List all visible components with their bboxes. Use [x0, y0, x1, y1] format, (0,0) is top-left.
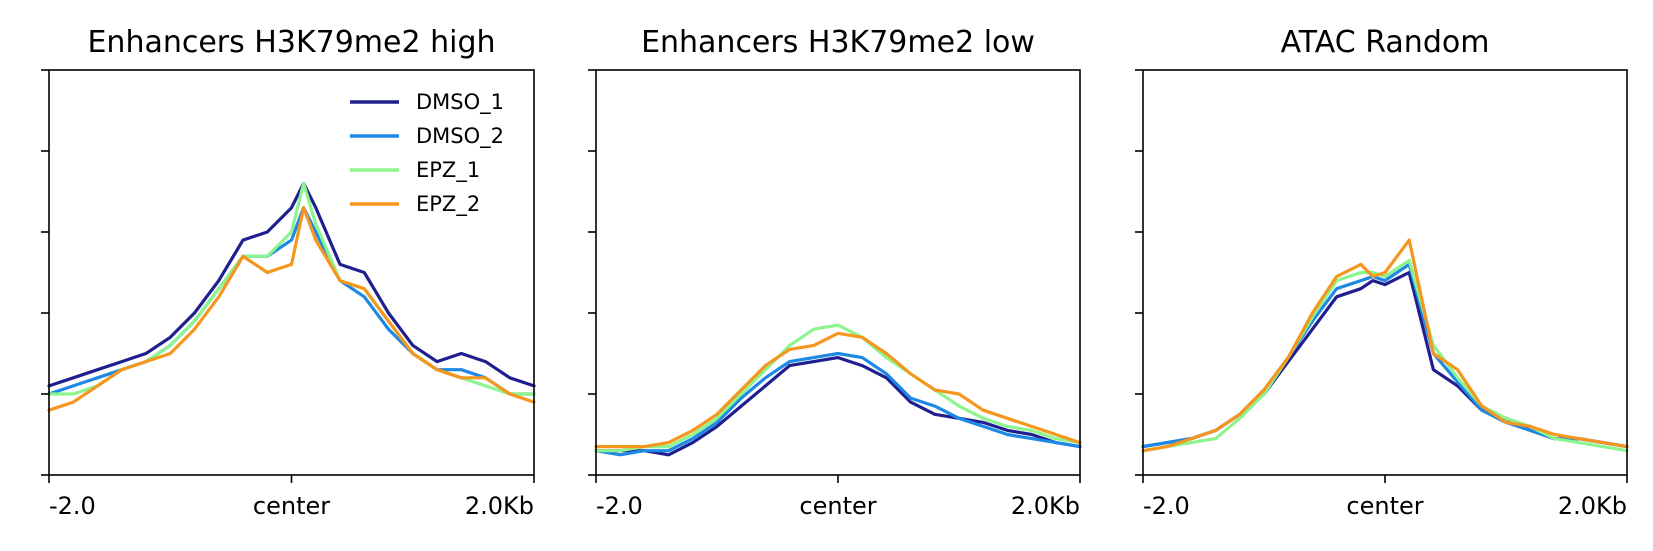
- x-tick-label: 2.0Kb: [465, 492, 534, 520]
- series-line-dmso-2: [1141, 262, 1629, 449]
- series-line-epz-1: [594, 323, 1082, 453]
- series-line-dmso-1: [1141, 270, 1629, 449]
- series-line-dmso-1: [594, 356, 1082, 457]
- chart-panel-2: Enhancers H3K79me2 low -2.0 center 2.0Kb: [588, 25, 1082, 520]
- x-tick-label: center: [253, 492, 330, 520]
- chart-panel-3: ATAC Random -2.0 center 2.0Kb: [1135, 25, 1629, 520]
- series-line-epz-1: [1141, 258, 1629, 453]
- chart-title: ATAC Random: [1281, 25, 1490, 60]
- plot-frame: [595, 69, 1081, 476]
- legend-label: EPZ_1: [416, 158, 480, 183]
- x-tick-label: -2.0: [49, 492, 96, 520]
- chart-panel-1: Enhancers H3K79me2 high -2.0 center 2.0Kb DM…: [41, 25, 536, 520]
- legend-label: DMSO_2: [416, 124, 504, 149]
- series-line-dmso-1: [47, 181, 536, 388]
- series-line-epz-2: [1141, 238, 1629, 453]
- chart-title: Enhancers H3K79me2 low: [641, 25, 1035, 60]
- x-tick-label: 2.0Kb: [1011, 492, 1080, 520]
- x-tick-label: center: [1346, 492, 1423, 520]
- x-tick-label: 2.0Kb: [1558, 492, 1627, 520]
- chart-title: Enhancers H3K79me2 high: [87, 25, 495, 60]
- legend-label: EPZ_2: [416, 192, 480, 217]
- series-line-dmso-2: [47, 206, 536, 396]
- series-line-dmso-2: [594, 351, 1082, 457]
- legend-label: DMSO_1: [416, 90, 504, 115]
- series-line-epz-2: [47, 206, 536, 412]
- x-tick-label: -2.0: [1143, 492, 1190, 520]
- x-tick-label: -2.0: [596, 492, 643, 520]
- legend: DMSO_1 DMSO_2 EPZ_1 EPZ_2: [350, 90, 504, 217]
- series-line-epz-2: [594, 331, 1082, 449]
- x-tick-label: center: [799, 492, 876, 520]
